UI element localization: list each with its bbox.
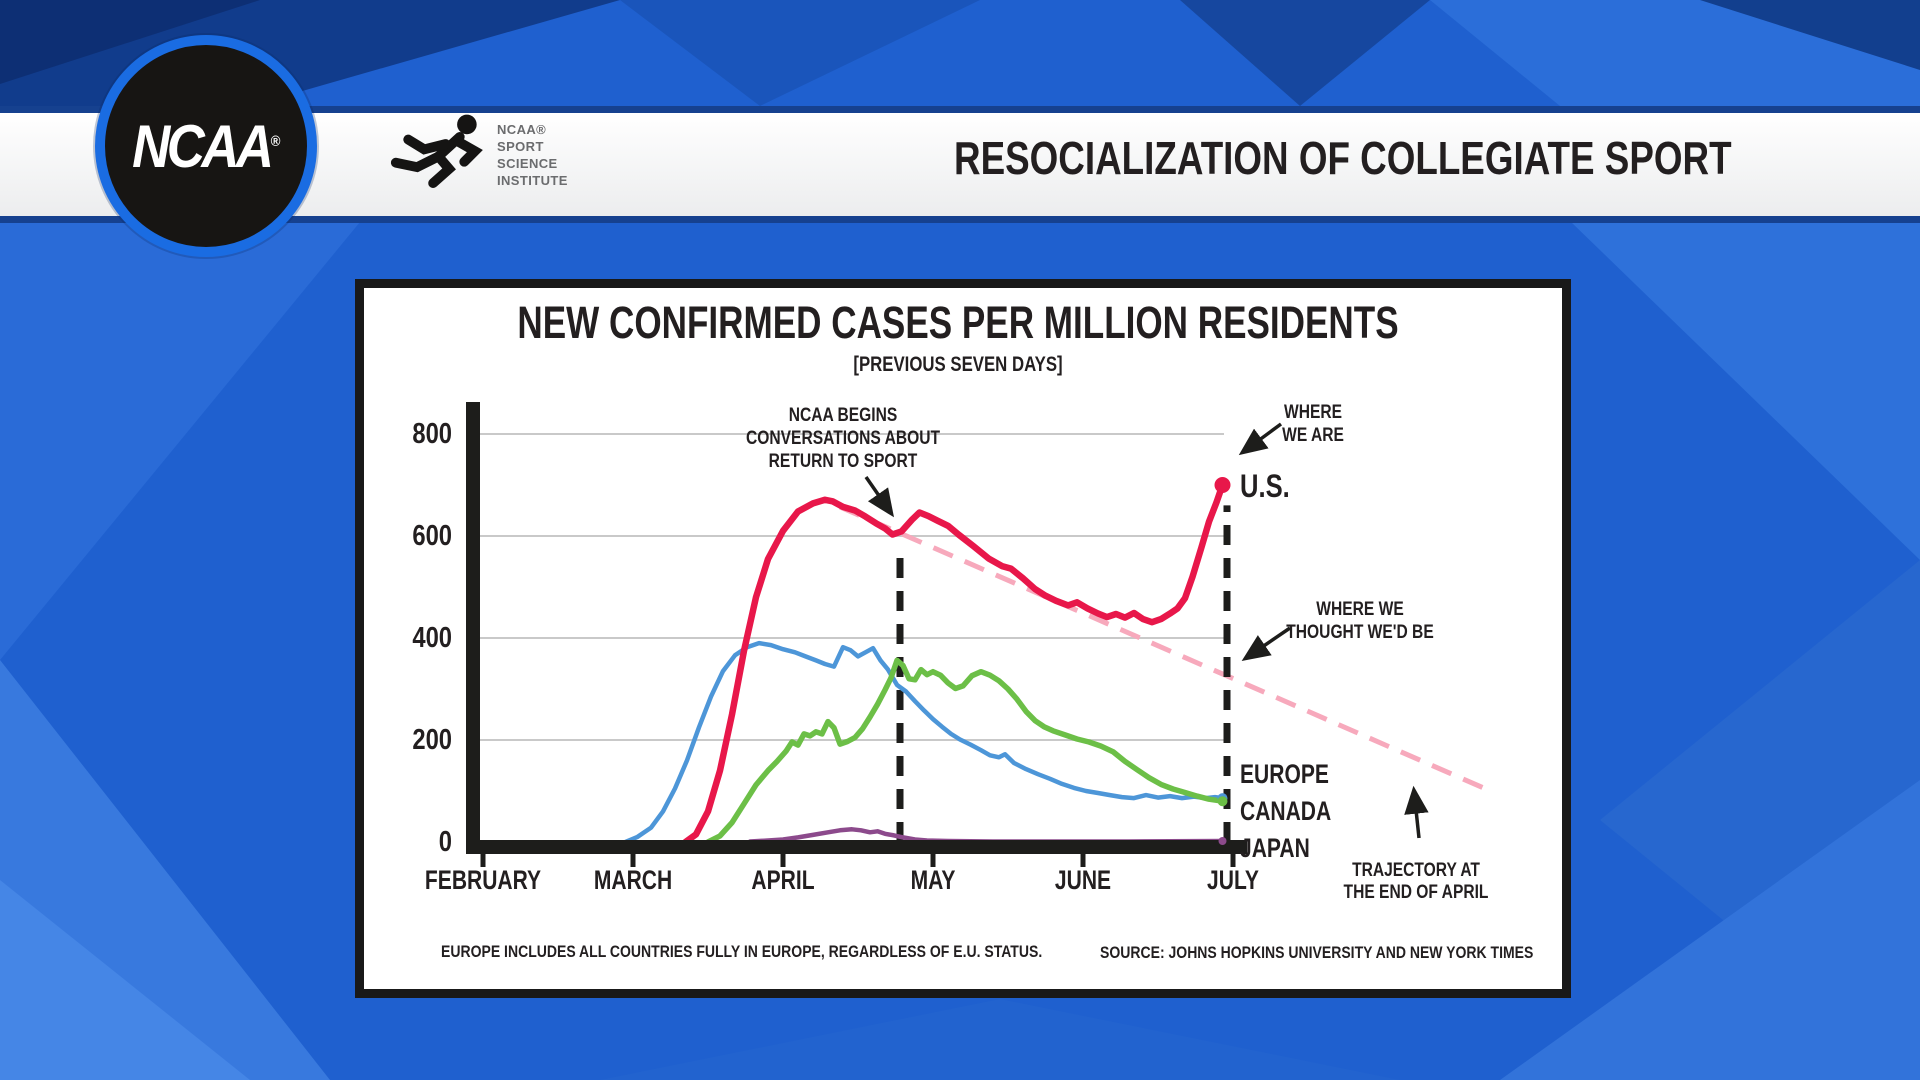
annotation-ncaa-begins-line1: NCAA BEGINS [789, 403, 898, 425]
x-tick [630, 854, 636, 867]
chart-source: SOURCE: JOHNS HOPKINS UNIVERSITY AND NEW… [1100, 944, 1533, 962]
runner-icon [390, 114, 483, 188]
us-line [682, 481, 1226, 846]
y-tick-label-600: 600 [412, 519, 452, 552]
registered-mark: ® [270, 132, 281, 150]
us-endpoint-dot [1214, 477, 1231, 493]
annotation-where-we-are-line2: WE ARE [1282, 423, 1344, 445]
where-we-are-arrow [1238, 422, 1283, 456]
ncaa-wordmark: NCAA® [131, 112, 281, 180]
us-series-label: U.S. [1240, 469, 1290, 504]
annotation-ncaa-begins-line2: CONVERSATIONS ABOUT [746, 426, 940, 448]
institute-line: INSTITUTE [497, 173, 568, 188]
japan-endpoint-dot [1218, 837, 1227, 845]
x-axis [466, 840, 1247, 854]
annotation-where-we-thought-line1: WHERE WE [1316, 597, 1404, 619]
where-we-thought-arrow [1241, 626, 1291, 661]
x-tick-label-march: MARCH [594, 866, 672, 896]
annotation-trajectory-line1: TRAJECTORY AT [1352, 858, 1480, 880]
europe-series-label: EUROPE [1240, 760, 1329, 790]
japan-line [747, 827, 1225, 844]
annotation-ncaa-begins-line3: RETURN TO SPORT [769, 449, 918, 471]
trajectory-line [838, 504, 1496, 795]
chart-subtitle: [PREVIOUS SEVEN DAYS] [853, 353, 1062, 376]
x-tick-label-february: FEBRUARY [425, 866, 541, 896]
sport-science-institute-name: NCAA® SPORT SCIENCE INSTITUTE [497, 121, 568, 189]
y-tick-label-800: 800 [412, 417, 452, 450]
institute-line: SCIENCE [497, 156, 558, 171]
chart-title: NEW CONFIRMED CASES PER MILLION RESIDENT… [517, 297, 1398, 348]
y-tick-label-0: 0 [439, 825, 452, 858]
y-tick-label-400: 400 [412, 621, 452, 654]
band-top-stripe [0, 106, 1920, 113]
annotation-where-we-thought-line2: THOUGHT WE'D BE [1286, 620, 1434, 642]
canada-series-label: CANADA [1240, 797, 1331, 827]
europe-line [705, 657, 1226, 845]
chart-footnote: EUROPE INCLUDES ALL COUNTRIES FULLY IN E… [441, 943, 1042, 961]
ncaa-begins-arrow [864, 476, 894, 518]
band-bottom-stripe [0, 216, 1920, 223]
x-tick [480, 854, 486, 867]
y-tick-label-200: 200 [412, 723, 452, 756]
trajectory-arrow [1404, 785, 1429, 839]
x-tick-label-july: JULY [1207, 866, 1259, 896]
header-band [0, 113, 1920, 216]
x-tick [780, 854, 786, 867]
europe-endpoint-dot [1217, 796, 1228, 807]
annotation-trajectory-line2: THE END OF APRIL [1344, 880, 1489, 902]
x-tick [930, 854, 936, 867]
japan-series-label: JAPAN [1240, 834, 1310, 864]
y-axis [466, 402, 480, 854]
x-tick-label-april: APRIL [751, 866, 814, 896]
x-tick-label-may: MAY [911, 866, 956, 896]
x-tick-label-june: JUNE [1055, 866, 1111, 896]
x-tick [1080, 854, 1086, 867]
ncaa-logo: NCAA® [95, 35, 317, 257]
institute-line: NCAA® [497, 122, 547, 137]
institute-line: SPORT [497, 139, 544, 154]
annotation-where-we-are-line1: WHERE [1284, 400, 1342, 422]
x-tick [1230, 854, 1236, 867]
